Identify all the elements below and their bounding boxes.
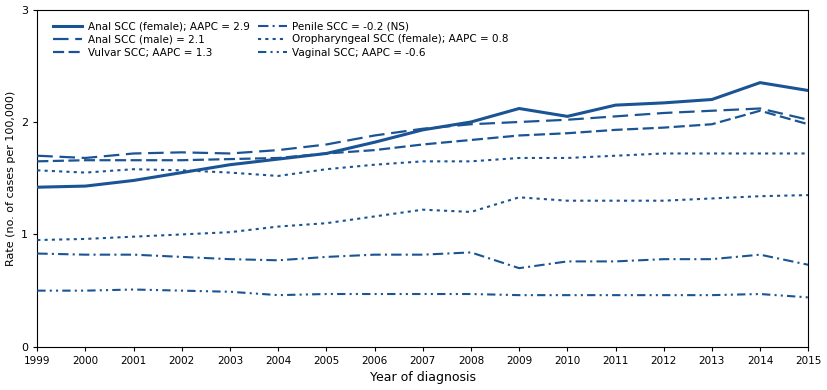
Y-axis label: Rate (no. of cases per 100,000): Rate (no. of cases per 100,000) — [6, 90, 16, 266]
X-axis label: Year of diagnosis: Year of diagnosis — [370, 371, 476, 385]
Legend: Anal SCC (female); AAPC = 2.9, Anal SCC (male) = 2.1, Vulvar SCC; AAPC = 1.3, Pe: Anal SCC (female); AAPC = 2.9, Anal SCC … — [50, 18, 512, 60]
